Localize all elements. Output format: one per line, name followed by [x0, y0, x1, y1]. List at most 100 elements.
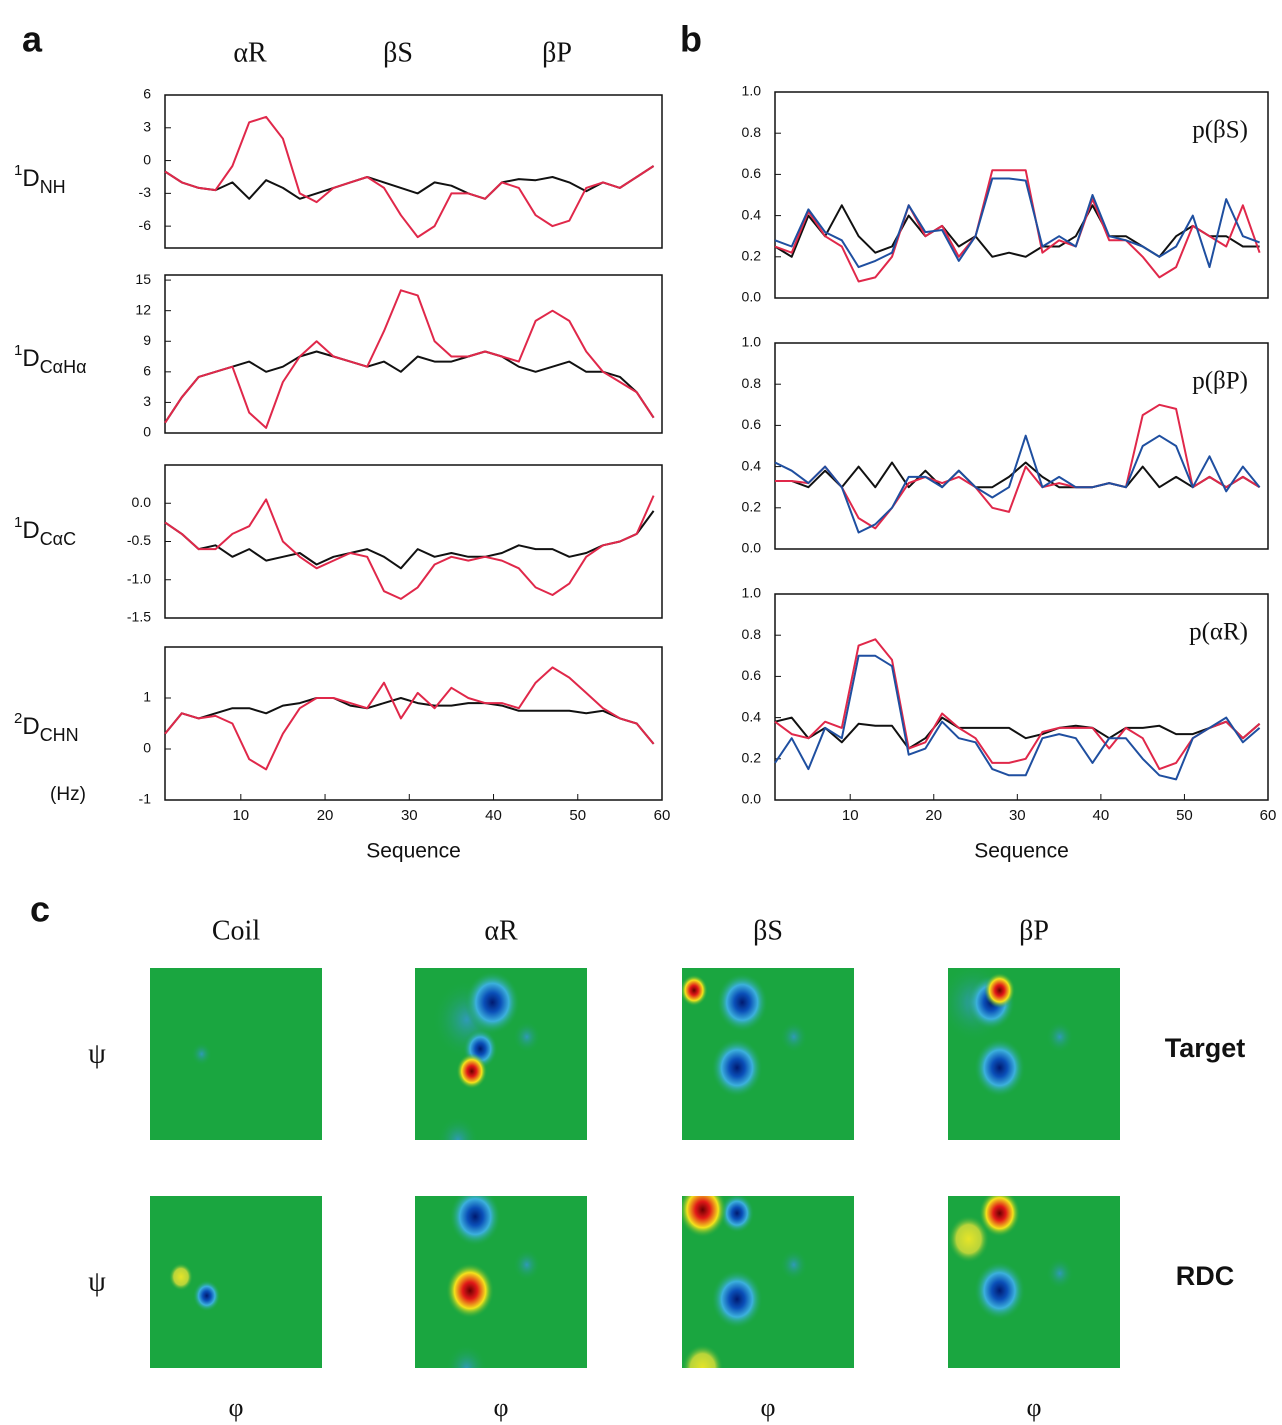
- y-tick-label: 0.6: [742, 165, 762, 181]
- y-tick-label: -1.5: [127, 609, 151, 625]
- series-line: [774, 204, 1260, 258]
- series-line: [164, 165, 655, 200]
- map-blob: [445, 1344, 488, 1368]
- series-line: [774, 716, 1261, 750]
- x-tick-label: 60: [1260, 807, 1277, 824]
- y-tick-label: 0.0: [742, 791, 762, 807]
- series-line: [774, 654, 1261, 781]
- y-tick-label: -6: [139, 217, 152, 233]
- x-tick-label: 50: [569, 807, 586, 824]
- series-line: [164, 495, 655, 600]
- plot-frame: [164, 646, 663, 801]
- map-blob: [437, 1116, 479, 1140]
- y-axis-label: 1DCαHα: [14, 342, 87, 377]
- row-label: Target: [1165, 1033, 1246, 1063]
- y-tick-label: 15: [135, 271, 151, 287]
- map-background: [150, 968, 322, 1140]
- series-line: [164, 115, 655, 239]
- y-tick-label: 3: [143, 118, 151, 134]
- series-line: [164, 510, 655, 570]
- y-label-main: D: [22, 165, 39, 192]
- y-tick-label: 0: [143, 151, 151, 167]
- phi-label: φ: [493, 1393, 508, 1422]
- map-column-header: βP: [1019, 915, 1049, 946]
- series-line: [164, 289, 655, 429]
- y-axis-label: 1DCαC: [14, 514, 76, 549]
- row-label: RDC: [1176, 1261, 1235, 1291]
- x-tick-label: 40: [485, 807, 502, 824]
- plot-frame: [774, 91, 1269, 299]
- series-line: [775, 403, 1261, 530]
- phi-label: φ: [760, 1393, 775, 1422]
- y-tick-label: 6: [143, 363, 151, 379]
- y-label-sup: 1: [14, 162, 22, 179]
- map-blob: [464, 970, 520, 1035]
- map-blob: [711, 1269, 763, 1329]
- y-label-sub: CαHα: [40, 357, 87, 377]
- y-axis-label: 1DNH: [14, 162, 66, 197]
- map-blob: [191, 1042, 212, 1066]
- y-tick-label: 0.4: [742, 708, 762, 724]
- series-line: [164, 697, 655, 745]
- map-blob: [711, 1038, 763, 1098]
- x-tick-label: 10: [842, 807, 859, 824]
- map-blob: [193, 1279, 221, 1312]
- x-tick-label: 10: [232, 807, 249, 824]
- y-tick-label: 0: [143, 740, 151, 756]
- map-blob: [513, 1248, 541, 1281]
- map-column-header: αR: [484, 915, 518, 946]
- y-tick-label: 0.8: [742, 626, 762, 642]
- y-label-sup: 1: [14, 342, 22, 359]
- plot-frame: [164, 94, 663, 249]
- y-tick-label: 12: [135, 301, 151, 317]
- y-label-sub: CHN: [40, 725, 79, 745]
- y-tick-label: 0.4: [742, 206, 762, 222]
- map-column-header: βS: [753, 915, 783, 946]
- x-axis-label: Sequence: [366, 840, 461, 863]
- map-blob: [716, 972, 768, 1033]
- x-tick-label: 30: [401, 807, 418, 824]
- panel-annotation: p(αR): [1189, 619, 1248, 646]
- x-axis-label: Sequence: [974, 840, 1069, 863]
- y-tick-label: 1.0: [742, 83, 762, 99]
- y-tick-label: 0.8: [742, 375, 762, 391]
- map-blob: [719, 1196, 755, 1233]
- y-axis-label: 2DCHN: [14, 710, 79, 745]
- map-blob: [682, 1196, 727, 1238]
- y-label-sup: 1: [14, 514, 22, 531]
- series-line: [774, 169, 1261, 283]
- map-blob: [780, 1020, 808, 1053]
- series-line: [774, 638, 1261, 771]
- y-label-sub: NH: [40, 177, 66, 197]
- map-blob: [449, 1196, 501, 1247]
- panel-label: a: [22, 19, 43, 60]
- y-tick-label: 0.6: [742, 416, 762, 432]
- y-tick-label: -1: [139, 791, 152, 807]
- series-line: [774, 177, 1260, 269]
- y-tick-label: 1.0: [742, 585, 762, 601]
- plot-frame: [774, 342, 1269, 550]
- y-label-sup: 2: [14, 710, 22, 727]
- column-header: βP: [542, 37, 572, 68]
- map-blob: [984, 972, 1016, 1009]
- plot-frame: [774, 593, 1269, 801]
- map-blob: [978, 1196, 1021, 1237]
- map-blob: [1046, 1020, 1074, 1053]
- y-tick-label: 0.8: [742, 124, 762, 140]
- plot-frame: [164, 464, 663, 619]
- panel-label: b: [680, 19, 702, 60]
- y-tick-label: -0.5: [127, 532, 151, 548]
- map-blob: [168, 1262, 194, 1291]
- x-tick-label: 20: [925, 807, 942, 824]
- y-tick-label: 0.4: [742, 457, 762, 473]
- map-blob: [973, 1038, 1026, 1098]
- y-tick-label: 9: [143, 332, 151, 348]
- column-header: βS: [383, 37, 413, 68]
- phi-label: φ: [228, 1393, 243, 1422]
- panel-label: c: [30, 889, 50, 930]
- x-tick-label: 40: [1093, 807, 1110, 824]
- map-blob: [1046, 1257, 1074, 1290]
- map-blob: [682, 1344, 724, 1368]
- x-tick-label: 30: [1009, 807, 1026, 824]
